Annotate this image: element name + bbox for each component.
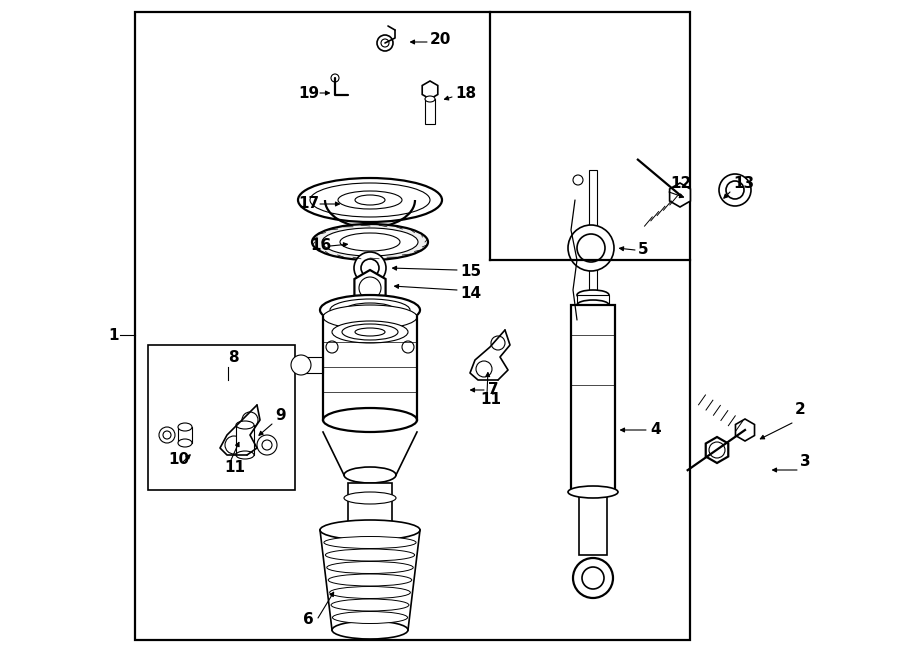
Ellipse shape — [310, 183, 430, 217]
Circle shape — [491, 336, 505, 350]
Ellipse shape — [236, 421, 254, 429]
Ellipse shape — [320, 520, 420, 540]
Ellipse shape — [355, 328, 385, 336]
Ellipse shape — [355, 195, 385, 205]
Circle shape — [354, 252, 386, 284]
Circle shape — [163, 431, 171, 439]
Ellipse shape — [329, 586, 410, 598]
Circle shape — [577, 234, 605, 262]
Bar — [571, 305, 615, 490]
Text: 1: 1 — [108, 327, 119, 342]
Ellipse shape — [312, 224, 428, 260]
Ellipse shape — [236, 451, 254, 459]
Circle shape — [402, 341, 414, 353]
Text: 12: 12 — [670, 176, 691, 190]
Text: 17: 17 — [298, 196, 320, 210]
Ellipse shape — [577, 300, 609, 310]
Circle shape — [159, 427, 175, 443]
Circle shape — [225, 436, 243, 454]
Text: 6: 6 — [303, 613, 314, 627]
Polygon shape — [670, 183, 690, 207]
Ellipse shape — [340, 233, 400, 251]
Ellipse shape — [298, 178, 442, 222]
Circle shape — [568, 225, 614, 271]
Bar — [425, 99, 435, 124]
Ellipse shape — [425, 96, 435, 102]
Circle shape — [359, 277, 381, 299]
Bar — [148, 345, 295, 490]
Polygon shape — [422, 81, 437, 99]
Text: 18: 18 — [455, 85, 476, 100]
Bar — [348, 483, 392, 530]
Ellipse shape — [320, 295, 420, 325]
Text: 20: 20 — [430, 32, 452, 48]
Text: 2: 2 — [795, 403, 806, 418]
Bar — [577, 295, 609, 305]
Ellipse shape — [345, 303, 395, 317]
Bar — [579, 490, 607, 555]
Ellipse shape — [178, 423, 192, 431]
Polygon shape — [355, 270, 385, 306]
Ellipse shape — [332, 611, 408, 623]
Text: 4: 4 — [650, 422, 661, 438]
Circle shape — [257, 435, 277, 455]
Circle shape — [582, 567, 604, 589]
Ellipse shape — [327, 561, 413, 574]
Text: 3: 3 — [800, 455, 811, 469]
Ellipse shape — [338, 191, 402, 209]
Bar — [589, 170, 597, 295]
Circle shape — [709, 442, 725, 458]
Circle shape — [326, 341, 338, 353]
Ellipse shape — [344, 467, 396, 483]
Circle shape — [726, 181, 744, 199]
Circle shape — [377, 35, 393, 51]
Ellipse shape — [324, 537, 416, 549]
Bar — [135, 12, 690, 640]
Text: 11: 11 — [480, 393, 501, 407]
Circle shape — [381, 39, 389, 47]
Text: 13: 13 — [733, 176, 754, 190]
Bar — [236, 425, 254, 455]
Text: 15: 15 — [460, 264, 482, 280]
Ellipse shape — [330, 299, 410, 321]
Ellipse shape — [322, 228, 418, 256]
Text: 16: 16 — [310, 237, 331, 253]
Ellipse shape — [568, 486, 618, 498]
Polygon shape — [735, 419, 754, 441]
Text: 8: 8 — [228, 350, 238, 364]
Polygon shape — [706, 437, 728, 463]
Ellipse shape — [358, 306, 382, 314]
Circle shape — [262, 440, 272, 450]
Text: 11: 11 — [224, 461, 245, 475]
Ellipse shape — [178, 439, 192, 447]
Text: 14: 14 — [460, 286, 482, 301]
Text: 9: 9 — [275, 407, 285, 422]
Circle shape — [361, 259, 379, 277]
Circle shape — [242, 412, 258, 428]
Circle shape — [291, 355, 311, 375]
Ellipse shape — [344, 492, 396, 504]
Bar — [301, 357, 323, 373]
Text: 5: 5 — [638, 243, 649, 258]
Ellipse shape — [326, 549, 415, 561]
Circle shape — [331, 74, 339, 82]
Ellipse shape — [323, 408, 417, 432]
Text: 10: 10 — [168, 453, 189, 467]
Ellipse shape — [342, 324, 398, 340]
Circle shape — [573, 558, 613, 598]
Ellipse shape — [577, 290, 609, 300]
Bar — [178, 427, 192, 443]
Circle shape — [573, 175, 583, 185]
Ellipse shape — [332, 321, 408, 343]
Text: 19: 19 — [298, 85, 320, 100]
Circle shape — [476, 361, 492, 377]
Ellipse shape — [331, 599, 409, 611]
Text: 7: 7 — [488, 383, 499, 397]
Ellipse shape — [332, 621, 408, 639]
Circle shape — [719, 174, 751, 206]
Ellipse shape — [323, 305, 417, 329]
Ellipse shape — [328, 574, 412, 586]
